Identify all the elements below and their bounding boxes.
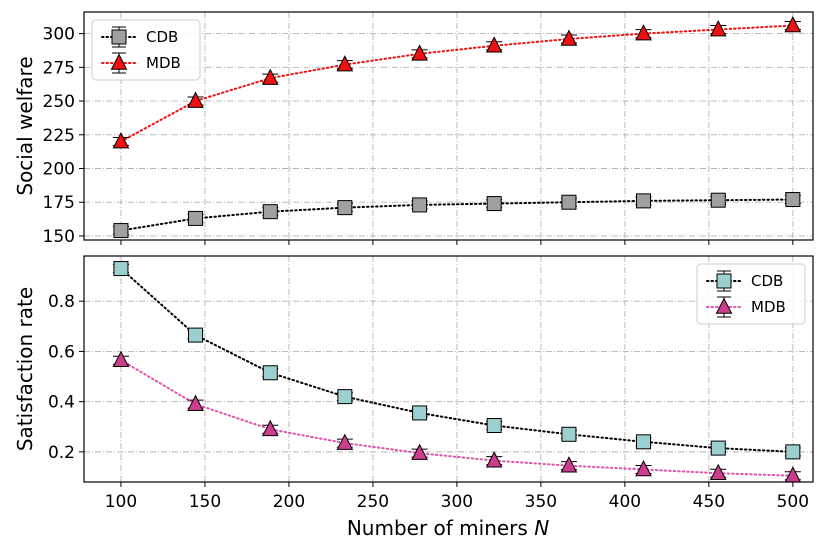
series-mdb	[112, 350, 802, 483]
data-point	[636, 434, 652, 450]
data-point	[709, 20, 727, 37]
legend: CDB MDB	[696, 263, 806, 325]
y-tick-label: 225	[43, 126, 75, 146]
legend-marker	[716, 273, 732, 289]
x-tick-label: 100	[105, 492, 137, 512]
y-tick-label: 200	[43, 159, 75, 179]
data-point	[262, 204, 278, 220]
x-tick-label: 450	[693, 492, 725, 512]
data-point	[784, 15, 802, 33]
data-point	[485, 451, 503, 468]
x-tick-label: 500	[777, 492, 809, 512]
legend-entry-mdb: MDB	[706, 296, 786, 318]
y-axis-label: Social welfare	[13, 56, 37, 195]
y-tick-label: 275	[43, 58, 75, 78]
plot-frame	[83, 11, 814, 241]
series-cdb	[112, 261, 801, 460]
data-point	[412, 197, 428, 213]
top-panel-social-welfare: 150 175 200 225 250 275 300 Social welfare CDB MD…	[13, 11, 814, 247]
legend-label: MDB	[146, 54, 181, 72]
series-line	[119, 267, 794, 453]
data-point	[261, 419, 279, 437]
y-axis: 150 175 200 225 250 275 300	[43, 25, 84, 247]
series-cdb	[112, 192, 801, 239]
y-axis-label: Satisfaction rate	[13, 287, 37, 451]
y-tick-label: 0.6	[48, 342, 75, 362]
data-point	[785, 444, 801, 460]
data-point	[411, 44, 428, 61]
bottom-panel-satisfaction-rate: 0.2 0.4 0.6 0.8 100 150 200 250 300 350 400 450 500 S…	[13, 255, 814, 512]
data-point	[188, 210, 204, 226]
data-point	[710, 440, 726, 456]
legend-label: MDB	[751, 298, 786, 316]
grid	[84, 12, 813, 240]
data-point	[560, 456, 578, 473]
data-point	[710, 192, 726, 208]
data-point	[486, 418, 502, 433]
data-point	[112, 132, 130, 149]
y-tick-label: 175	[43, 193, 75, 213]
data-point	[561, 426, 577, 442]
data-point	[113, 261, 129, 277]
legend-marker	[110, 53, 128, 70]
data-point	[485, 36, 503, 53]
x-tick-label: 350	[525, 492, 557, 512]
y-tick-label: 250	[43, 92, 75, 112]
y-tick-label: 150	[43, 227, 75, 247]
legend-marker	[715, 297, 733, 314]
series-mdb	[112, 15, 802, 149]
data-point	[635, 24, 652, 41]
x-tick-label: 250	[357, 492, 389, 512]
data-point	[337, 389, 353, 405]
data-point	[187, 394, 204, 411]
data-point	[337, 200, 353, 216]
legend-label: CDB	[146, 28, 178, 46]
data-point	[411, 443, 428, 460]
y-axis: 0.2 0.4 0.6 0.8	[48, 292, 84, 463]
y-tick-label: 0.4	[48, 393, 75, 413]
x-tick-label: 200	[273, 492, 305, 512]
series-line	[119, 359, 794, 477]
data-point	[785, 192, 801, 208]
x-tick-label: 150	[189, 492, 221, 512]
data-point	[561, 194, 577, 210]
legend-entry-mdb: MDB	[101, 52, 181, 74]
data-point	[709, 463, 727, 481]
series-line	[119, 24, 794, 143]
y-tick-label: 0.2	[48, 443, 75, 463]
x-axis: 100 150 200 250 300 350 400 450 500	[105, 482, 809, 512]
data-point	[635, 459, 652, 477]
legend: CDB MDB	[91, 19, 201, 81]
legend-entry-cdb: CDB	[101, 26, 178, 48]
series-line	[119, 198, 794, 232]
data-point	[262, 365, 278, 381]
data-point	[636, 193, 652, 209]
data-point	[560, 29, 578, 46]
legend-entry-cdb: CDB	[706, 270, 783, 292]
data-point	[412, 405, 428, 421]
data-point	[261, 68, 279, 85]
y-tick-label: 0.8	[48, 292, 75, 312]
legend-label: CDB	[751, 272, 783, 290]
data-point	[336, 433, 354, 450]
data-point	[486, 196, 502, 212]
x-axis	[120, 240, 794, 245]
data-point	[112, 350, 130, 368]
x-axis-label: Number of miners N	[347, 516, 549, 540]
plot-frame	[83, 255, 814, 483]
x-tick-label: 300	[441, 492, 473, 512]
y-tick-label: 300	[43, 25, 75, 45]
legend-marker	[111, 29, 127, 45]
x-tick-label: 400	[609, 492, 641, 512]
data-point	[113, 223, 129, 239]
data-point	[336, 55, 354, 72]
data-point	[188, 327, 204, 343]
data-point	[187, 91, 204, 108]
